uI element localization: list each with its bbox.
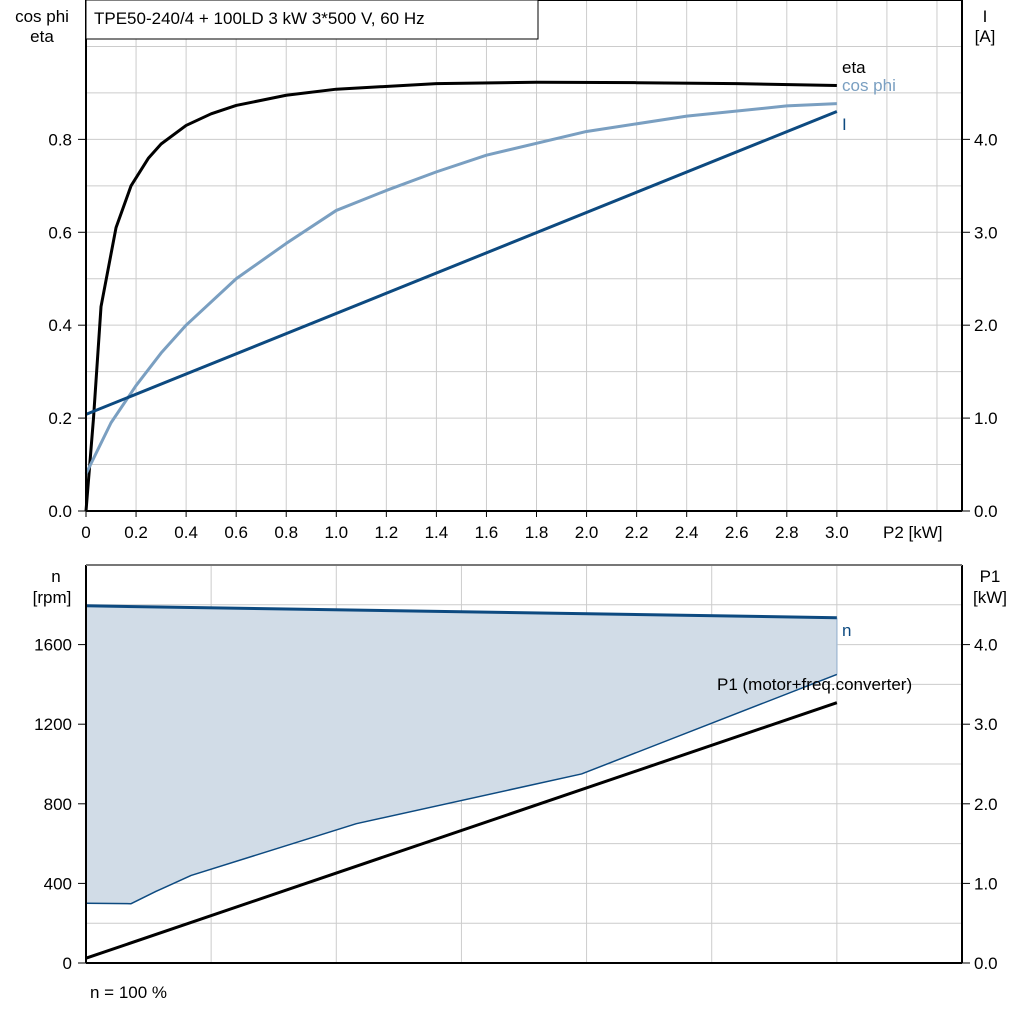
x-tick-label: 1.6 — [475, 523, 499, 542]
x-tick-label: 0 — [81, 523, 90, 542]
tick-labels: 0 0.2 0.4 0.6 0.8 1.0 1.2 1.4 1.6 1.8 2.0 2.2 2.4 2.6… — [34, 130, 997, 973]
x-tick-label: 1.2 — [375, 523, 399, 542]
y-tick-label-right: 0.0 — [974, 502, 998, 521]
x-tick-label: 1.0 — [324, 523, 348, 542]
x-label: P2 [kW] — [883, 523, 943, 542]
label-current: I — [842, 115, 847, 134]
top-grid — [86, 0, 962, 511]
y-tick-label-right: 2.0 — [974, 316, 998, 335]
y-tick-label-left: 400 — [44, 874, 72, 893]
series-layer — [84, 80, 838, 960]
x-tick-label: 0.6 — [224, 523, 248, 542]
speed-range-fill — [86, 605, 837, 904]
x-tick-label: 2.6 — [725, 523, 749, 542]
y-tick-label-right: 3.0 — [974, 223, 998, 242]
y-label-n-unit: [rpm] — [33, 588, 72, 607]
y-tick-label-right: 0.0 — [974, 954, 998, 973]
x-tick-label: 1.4 — [425, 523, 449, 542]
speed-line — [85, 604, 837, 620]
y-tick-label-left: 800 — [44, 795, 72, 814]
label-eta: eta — [842, 58, 866, 77]
y-tick-label-right: 3.0 — [974, 715, 998, 734]
y-tick-label-right: 1.0 — [974, 874, 998, 893]
x-tick-label: 0.4 — [174, 523, 198, 542]
y-label-cos-phi: cos phi — [15, 7, 69, 26]
y-tick-label-left: 1200 — [34, 715, 72, 734]
y-tick-label-left: 0.2 — [48, 409, 72, 428]
y-tick-label-right: 2.0 — [974, 795, 998, 814]
current-line — [85, 110, 838, 416]
eta-line — [84, 80, 837, 512]
x-tick-label: 3.0 — [825, 523, 849, 542]
x-tick-label: 0.8 — [274, 523, 298, 542]
y-tick-label-left: 0.4 — [48, 316, 72, 335]
p1-line — [85, 701, 838, 960]
y-tick-label-right: 4.0 — [974, 130, 998, 149]
y-label-p1-unit: [kW] — [973, 588, 1007, 607]
x-tick-label: 2.2 — [625, 523, 649, 542]
y-tick-label-left: 0.8 — [48, 130, 72, 149]
x-tick-label: 2.4 — [675, 523, 699, 542]
chart-title: TPE50-240/4 + 100LD 3 kW 3*500 V, 60 Hz — [94, 9, 425, 28]
y-label-p1: P1 — [980, 567, 1001, 586]
footer-note: n = 100 % — [90, 983, 167, 1002]
x-tick-label: 0.2 — [124, 523, 148, 542]
cos-phi-line — [84, 102, 837, 475]
x-tick-label: 2.0 — [575, 523, 599, 542]
title-box — [85, 0, 539, 40]
x-tick-label: 1.8 — [525, 523, 549, 542]
y-tick-label-left: 0 — [63, 954, 72, 973]
y-tick-label-right: 1.0 — [974, 409, 998, 428]
y-label-eta: eta — [30, 27, 54, 46]
label-n: n — [842, 621, 851, 640]
axes-layer — [85, 0, 963, 964]
x-tick-label: 2.8 — [775, 523, 799, 542]
y-label-n: n — [51, 567, 60, 586]
y-label-current-unit: [A] — [975, 27, 996, 46]
label-cos-phi: cos phi — [842, 76, 896, 95]
min-speed-line — [85, 673, 838, 905]
y-tick-label-left: 0.0 — [48, 502, 72, 521]
label-p1: P1 (motor+freq.converter) — [717, 675, 912, 694]
y-tick-label-right: 4.0 — [974, 636, 998, 655]
y-label-current: I — [983, 7, 988, 26]
y-tick-label-left: 0.6 — [48, 223, 72, 242]
y-tick-label-left: 1600 — [34, 636, 72, 655]
